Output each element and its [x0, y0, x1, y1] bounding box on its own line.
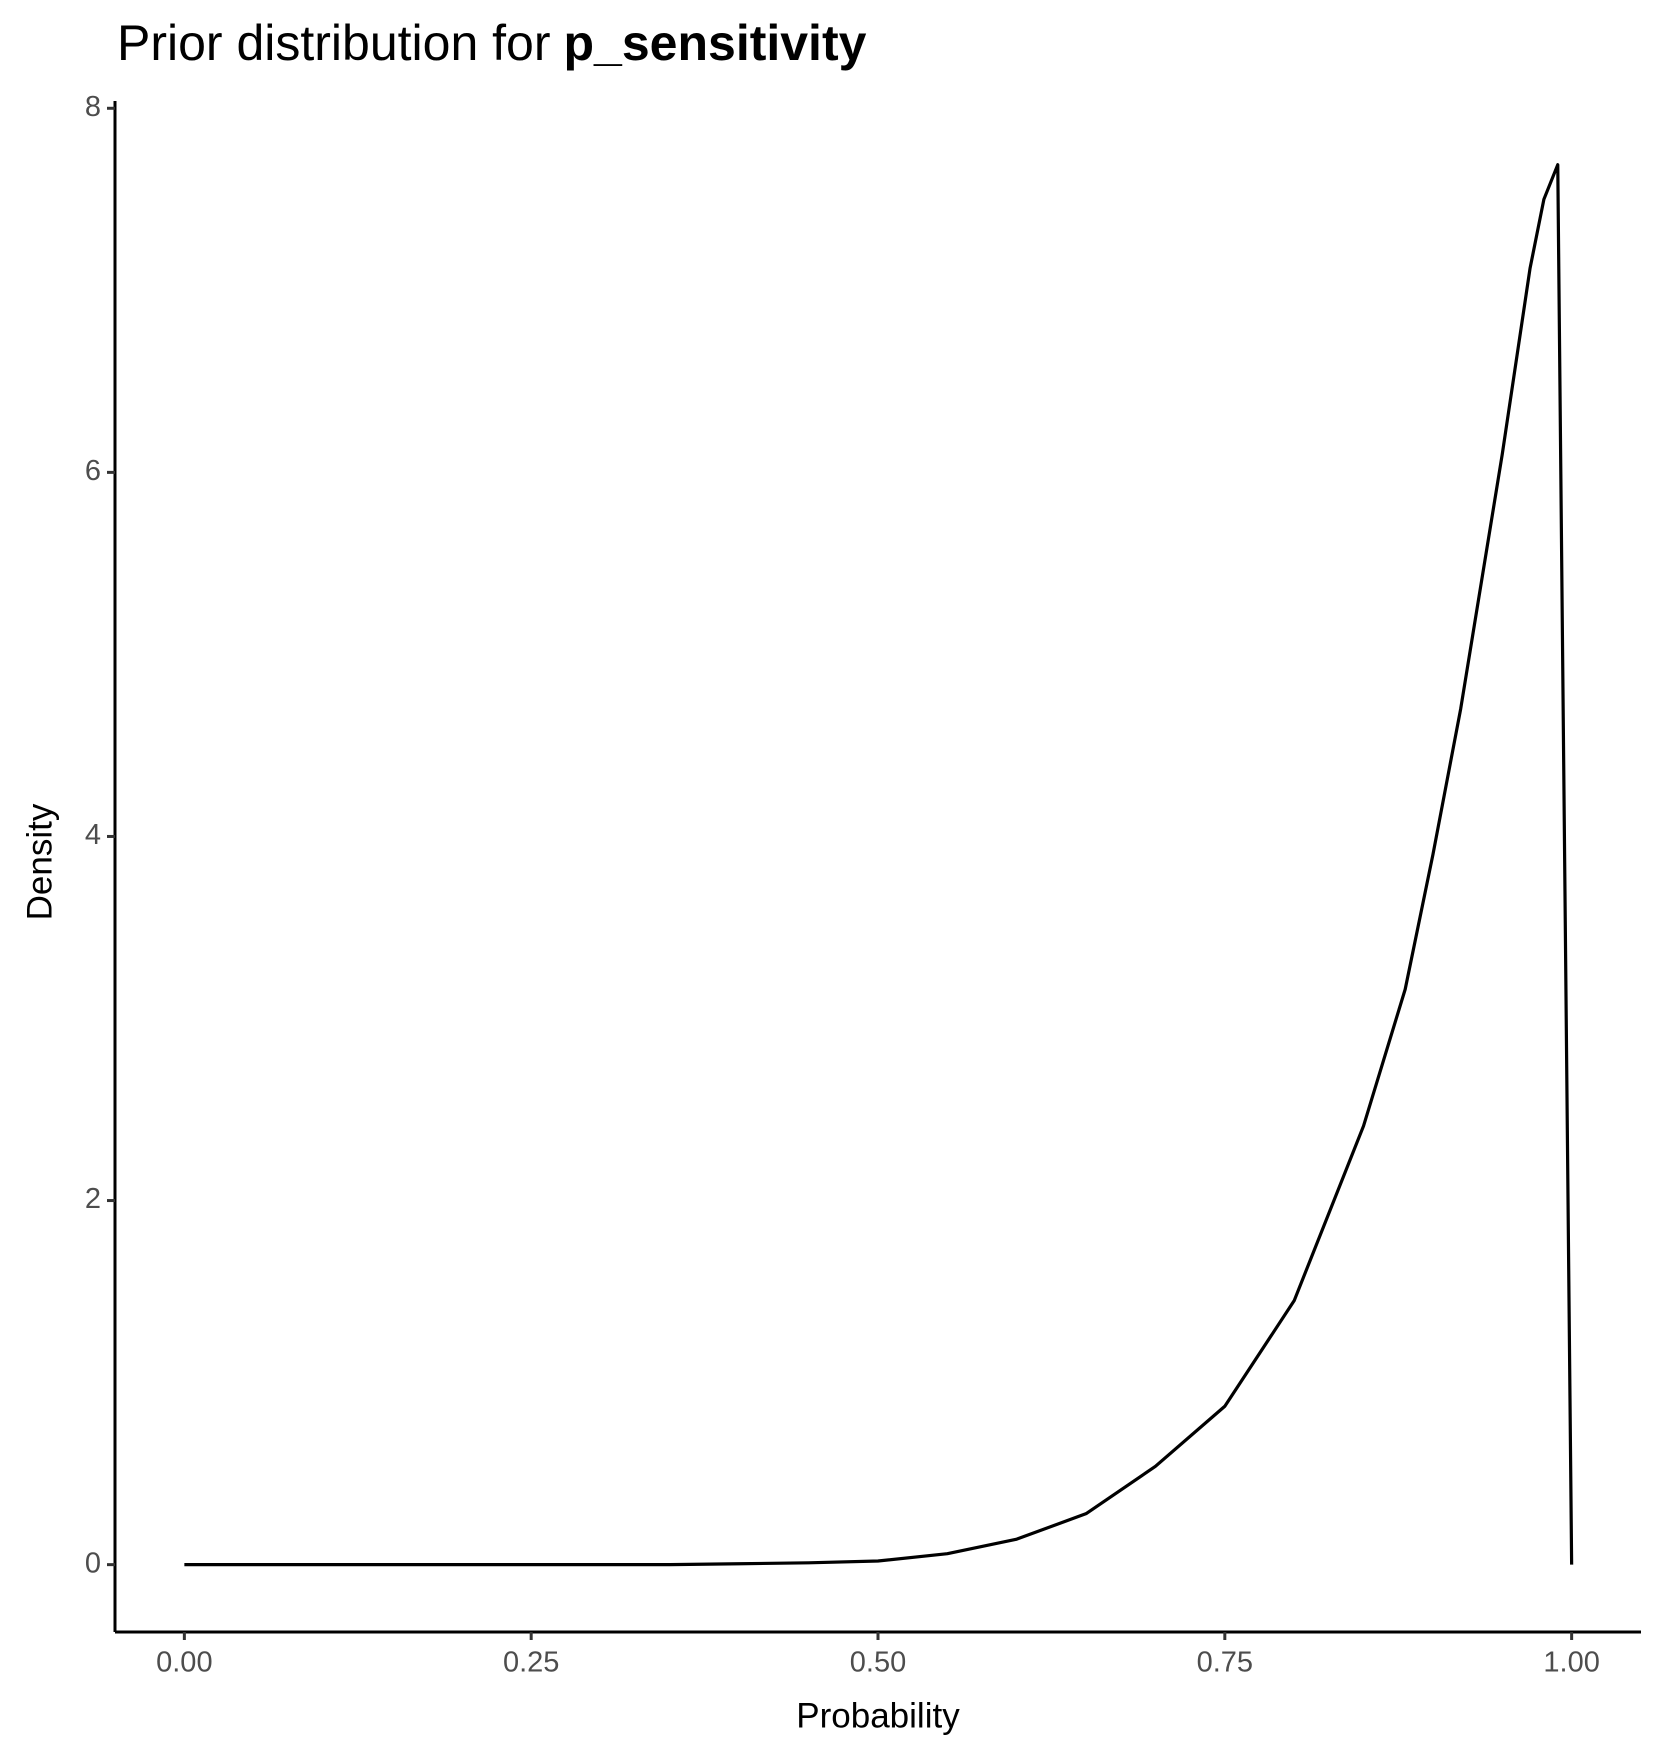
x-axis-title: Probability — [796, 1696, 960, 1735]
y-tick-label: 4 — [85, 819, 101, 851]
x-tick-label: 0.50 — [850, 1647, 906, 1679]
title-bold: p_sensitivity — [564, 15, 867, 71]
y-tick-label: 0 — [85, 1547, 101, 1579]
x-tick-label: 0.25 — [503, 1647, 559, 1679]
x-tick-label: 0.75 — [1197, 1647, 1253, 1679]
x-tick-label: 0.00 — [156, 1647, 212, 1679]
chart-title: Prior distribution for p_sensitivity — [117, 15, 867, 71]
y-axis-title: Density — [20, 803, 59, 920]
y-tick-label: 8 — [85, 91, 101, 123]
y-tick-label: 2 — [85, 1183, 101, 1215]
title-text: Prior distribution for — [117, 15, 551, 71]
line-series — [184, 163, 1574, 1567]
x-tick-label: 1.00 — [1543, 1647, 1599, 1679]
y-tick-label: 6 — [85, 455, 101, 487]
